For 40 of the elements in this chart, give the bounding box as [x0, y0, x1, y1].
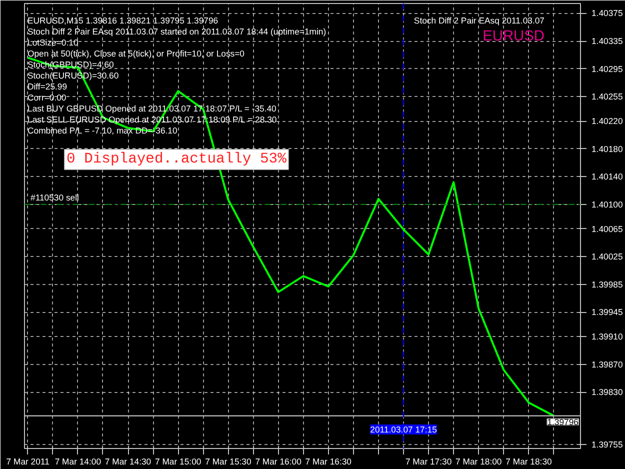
text: Stoch Diff 2 Pair EAsq 2011.03.07 started on 2011.03.07 18:44 (uptime=1min): [28, 26, 326, 36]
y-tick-label: 1.39870: [592, 359, 623, 370]
y-tick-label: 1.40375: [592, 8, 623, 18]
annotation: Corr=0.00: [28, 92, 66, 102]
x-tick-label: 7 Mar 14:30: [104, 456, 152, 466]
x-tick-label: 7 Mar 14:00: [54, 456, 102, 466]
annotation: Diff=25.99: [28, 82, 68, 92]
x-tick-label: 7 Mar 18:30: [506, 456, 552, 466]
annotation: EURUSD: [482, 28, 544, 44]
text: EURUSD,M15 1.39816 1.39821 1.39795 1.39796: [28, 16, 218, 26]
x-tick-label: 7 Mar 17:30: [405, 456, 452, 466]
x-tick-label: 7 Mar 16:00: [255, 456, 302, 466]
y-tick-label: 1.40100: [592, 199, 623, 210]
ref-line-label: #110530 sell: [30, 192, 80, 202]
ref-line-label: 1.39796: [547, 416, 579, 427]
y-tick-label: 1.40255: [592, 92, 623, 102]
line-series: [26, 56, 555, 417]
annotation: 0 Displayed..actually 53%: [66, 152, 287, 168]
y-tick-label: 1.40065: [592, 224, 623, 234]
y-tick-label: 1.40180: [592, 144, 623, 154]
y-tick-label: 1.40335: [592, 36, 623, 46]
y-tick-label: 1.39830: [592, 387, 623, 398]
x-tick-label: 7 Mar 2011: [6, 456, 50, 466]
y-tick-label: 1.39910: [592, 332, 623, 342]
annotation: Open at 50(tick), Close at 5(tick), or Profit=10, or Loss=0: [28, 48, 245, 58]
y-tick-label: 1.40295: [592, 64, 623, 74]
ref-line-label: 2011.03.07 17:15: [370, 424, 438, 434]
x-tick-label: 7 Mar 16:30: [305, 456, 352, 466]
annotation: LotSize=0.10: [28, 38, 78, 48]
annotation: Stoch Diff 2 Pair EAsq 2011.03.07: [414, 16, 545, 26]
y-tick-label: 1.39755: [592, 439, 623, 450]
y-tick-label: 1.39985: [592, 279, 623, 290]
annotation: Combined P/L = -7.10, max DD=-36.10: [28, 126, 178, 136]
y-tick-label: 1.40140: [592, 172, 623, 182]
x-tick-label: 7 Mar 15:30: [205, 456, 252, 466]
y-tick-label: 1.40220: [592, 116, 623, 126]
y-tick-label: 1.40025: [592, 252, 623, 262]
y-tick-label: 1.39945: [592, 307, 623, 318]
x-tick-label: 7 Mar 15:00: [155, 456, 202, 466]
x-tick-label: 7 Mar 18:00: [456, 456, 502, 466]
